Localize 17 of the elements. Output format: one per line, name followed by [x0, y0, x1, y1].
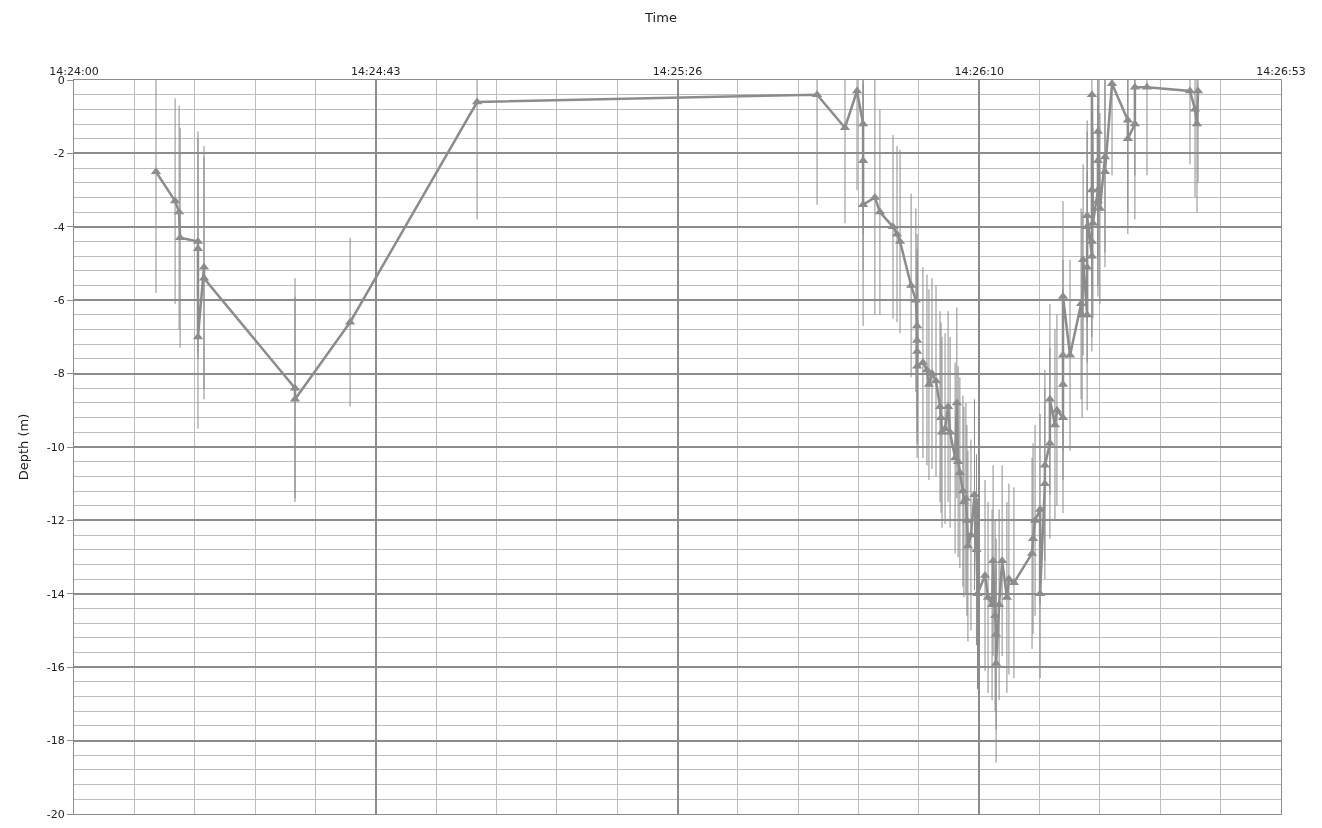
- y-tick-label: -6: [53, 294, 65, 308]
- x-tick-label: 14:26:10: [954, 64, 1004, 78]
- y-tick-label: -18: [46, 734, 65, 748]
- x-tick-label: 14:26:53: [1256, 64, 1306, 78]
- y-tick-label: 0: [57, 73, 65, 87]
- y-tick-label: -16: [46, 661, 65, 675]
- y-tick-label: -14: [46, 587, 65, 601]
- y-tick-label: -10: [46, 440, 65, 454]
- y-tick-label: -12: [46, 514, 65, 528]
- y-tick-label: -2: [53, 147, 65, 161]
- x-tick-label: 14:25:26: [652, 64, 703, 78]
- y-tick-label: -20: [46, 807, 65, 821]
- y-tick-label: -8: [53, 367, 65, 381]
- y-tick-label: -4: [53, 220, 65, 234]
- y-axis-title: Depth (m): [15, 413, 31, 481]
- x-tick-label: 14:24:43: [351, 64, 401, 78]
- chart-title: Time: [644, 9, 677, 25]
